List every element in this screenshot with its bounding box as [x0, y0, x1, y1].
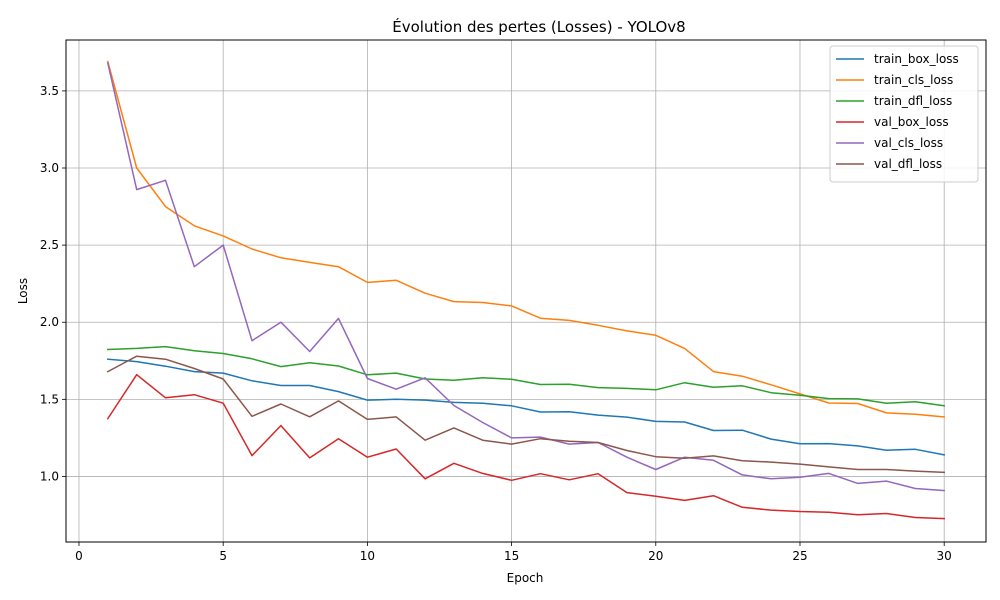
- series-line-val-dfl-loss: [106, 355, 945, 474]
- legend-box: [829, 45, 979, 183]
- legend: train_box_loss train_cls_loss train_dfl_lo…: [829, 45, 979, 183]
- series-line-train-dfl-loss: [107, 345, 946, 407]
- legend-label: val_cls_loss: [874, 136, 943, 150]
- series-line-val-box-loss: [106, 373, 945, 520]
- y-tick-label: 3.0: [40, 161, 59, 175]
- y-tick-label: 1.5: [40, 392, 59, 406]
- x-tick-label: 10: [360, 549, 375, 563]
- y-tick-label: 1.0: [40, 469, 59, 483]
- tick-layer: 0 5 10 15 20 25 30 1.0 1.5 2.0 2.5 3.0 3.5: [40, 84, 952, 563]
- series-line-val-cls-loss: [106, 62, 946, 492]
- x-tick-label: 20: [648, 549, 663, 563]
- series-line-train-box-loss: [106, 358, 946, 456]
- y-tick-label: 2.5: [40, 238, 59, 252]
- x-axis-label: Epoch: [507, 571, 544, 585]
- legend-label: val_dfl_loss: [874, 157, 942, 171]
- chart-title: Évolution des pertes (Losses) - YOLOv8: [392, 17, 685, 36]
- y-tick-label: 2.0: [40, 315, 59, 329]
- grid-layer: [66, 40, 986, 542]
- plot-frame: [65, 39, 987, 543]
- x-tick-label: 0: [75, 549, 83, 563]
- series-layer: [106, 60, 946, 520]
- x-tick-label: 25: [792, 549, 807, 563]
- legend-label: val_box_loss: [874, 115, 949, 129]
- x-tick-label: 15: [504, 549, 519, 563]
- legend-label: train_box_loss: [874, 52, 959, 66]
- y-tick-label: 3.5: [40, 84, 59, 98]
- y-axis-label: Loss: [16, 278, 30, 304]
- x-tick-label: 5: [219, 549, 227, 563]
- x-tick-label: 30: [937, 549, 952, 563]
- legend-label: train_cls_loss: [874, 73, 953, 87]
- legend-label: train_dfl_loss: [874, 94, 952, 108]
